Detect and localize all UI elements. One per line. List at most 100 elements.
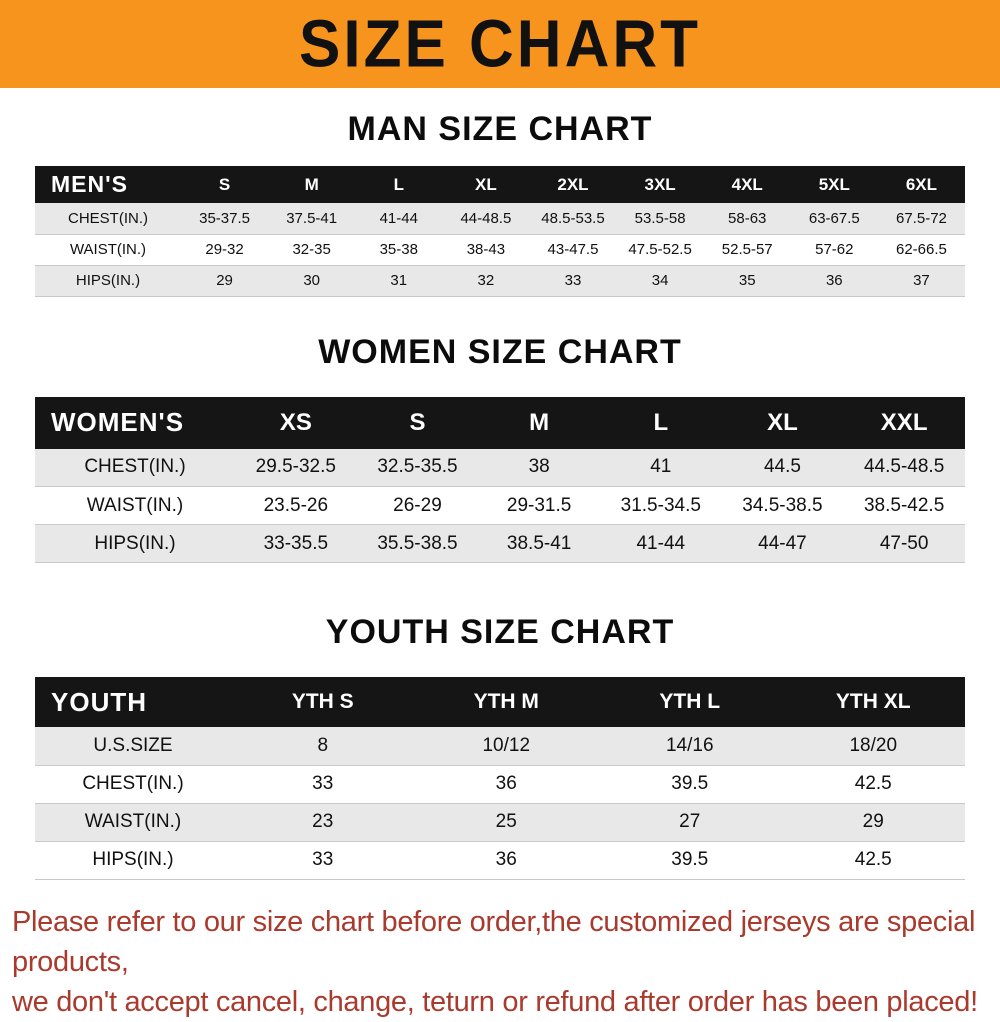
size-value-cell: 31 (390, 272, 408, 289)
size-value-cell: 36 (495, 773, 517, 794)
size-value-cell: 38.5-42.5 (863, 494, 945, 516)
size-value-cell: 58-63 (728, 209, 767, 227)
size-value-cell: 29 (862, 811, 884, 832)
men-size-table: MEN'S S M L XL 2XL 3XL 4XL 5XL 6XL CHEST(IN.) 35-37… (35, 166, 965, 297)
banner: SIZE CHART (0, 0, 1000, 88)
size-value-cell: 34 (651, 272, 669, 289)
table-row: WAIST(IN.) 23 25 27 29 (35, 803, 965, 841)
size-value-cell: 39.5 (671, 849, 709, 870)
size-value-cell: 18/20 (849, 734, 898, 756)
table-row: CHEST(IN.) 33 36 39.5 42.5 (35, 765, 965, 803)
size-column-header: S (356, 396, 479, 449)
size-column-header: L (599, 396, 722, 449)
size-column-header: 3XL (616, 166, 704, 203)
size-value-cell: 33 (312, 773, 334, 794)
size-value-cell: 35-37.5 (199, 209, 250, 227)
size-value-cell: 38 (528, 456, 550, 478)
size-value-cell: 29-32 (205, 241, 244, 258)
row-label: CHEST(IN.) (68, 209, 148, 227)
size-value-cell: 38-43 (466, 241, 506, 258)
size-column-header: 4XL (703, 166, 791, 203)
size-value-cell: 32.5-35.5 (377, 456, 458, 478)
size-value-cell: 44-47 (758, 532, 807, 554)
size-value-cell: 36 (495, 849, 517, 870)
size-value-cell: 32 (477, 272, 495, 289)
footer-note: Please refer to our size chart before or… (0, 902, 1000, 1022)
size-value-cell: 47.5-52.5 (628, 241, 692, 258)
table-header-row: YOUTH YTH S YTH M YTH L YTH XL (35, 677, 965, 727)
size-value-cell: 35 (738, 272, 756, 289)
size-value-cell: 35.5-38.5 (377, 532, 458, 554)
row-label: WAIST(IN.) (69, 241, 147, 258)
size-value-cell: 37 (913, 272, 930, 289)
size-value-cell: 41-44 (636, 532, 686, 554)
table-title-cell: YOUTH (35, 677, 231, 727)
size-value-cell: 8 (317, 734, 329, 756)
row-label: HIPS(IN.) (94, 532, 176, 554)
size-value-cell: 37.5-41 (286, 209, 338, 227)
table-title-cell: WOMEN'S (35, 396, 235, 449)
row-label: U.S.SIZE (93, 734, 173, 756)
size-value-cell: 14/16 (665, 734, 714, 756)
size-column-header: M (268, 166, 356, 203)
size-value-cell: 34.5-38.5 (742, 494, 823, 516)
size-value-cell: 42.5 (854, 849, 892, 870)
size-column-header: YTH L (598, 677, 782, 727)
size-value-cell: 52.5-57 (721, 241, 773, 258)
size-value-cell: 33-35.5 (263, 532, 329, 554)
size-value-cell: 33 (564, 272, 582, 289)
size-value-cell: 48.5-53.5 (541, 209, 605, 227)
size-value-cell: 67.5-72 (896, 209, 947, 227)
table-row: HIPS(IN.) 33 36 39.5 42.5 (35, 841, 965, 879)
size-value-cell: 44.5 (763, 456, 801, 478)
size-value-cell: 26-29 (393, 494, 442, 516)
women-section: WOMEN SIZE CHART WOMEN'S XS S M L XL XXL CHEST(… (0, 333, 1000, 564)
size-column-header: XS (235, 396, 357, 449)
size-column-header: YTH M (414, 677, 598, 727)
size-value-cell: 57-62 (815, 241, 854, 258)
size-column-header: 2XL (529, 166, 617, 203)
table-row: CHEST(IN.) 29.5-32.5 32.5-35.5 38 41 44.5 44.5… (35, 448, 965, 487)
row-label: CHEST(IN.) (84, 456, 186, 478)
size-value-cell: 53.5-58 (634, 209, 686, 227)
size-column-header: XL (721, 396, 844, 449)
table-header-row: MEN'S S M L XL 2XL 3XL 4XL 5XL 6XL (35, 166, 965, 203)
table-header-row: WOMEN'S XS S M L XL XXL (35, 396, 965, 449)
size-value-cell: 39.5 (671, 773, 709, 794)
table-row: WAIST(IN.) 29-32 32-35 35-38 38-43 43-47.5 47.… (35, 234, 965, 265)
size-value-cell: 31.5-34.5 (620, 494, 701, 516)
note-line-1: Please refer to our size chart before or… (12, 905, 976, 978)
size-column-header: XL (442, 166, 530, 203)
size-value-cell: 29 (216, 272, 233, 289)
size-value-cell: 32-35 (292, 241, 331, 258)
size-value-cell: 29.5-32.5 (255, 456, 336, 478)
page-title: SIZE CHART (299, 6, 701, 82)
size-value-cell: 35-38 (379, 241, 418, 258)
size-value-cell: 36 (825, 272, 843, 289)
row-label: WAIST(IN.) (84, 811, 182, 832)
women-size-table: WOMEN'S XS S M L XL XXL CHEST(IN.) 29.5-32.5 32.5… (35, 396, 965, 564)
table-row: U.S.SIZE 8 10/12 14/16 18/20 (35, 727, 965, 765)
size-column-header: M (478, 396, 600, 449)
size-value-cell: 42.5 (854, 773, 892, 794)
size-value-cell: 41 (650, 456, 672, 478)
youth-size-table: YOUTH YTH S YTH M YTH L YTH XL U.S.SIZE 8 10/12… (35, 677, 965, 880)
size-value-cell: 62-66.5 (896, 241, 947, 258)
size-value-cell: 23 (312, 811, 334, 832)
size-value-cell: 44-48.5 (460, 209, 512, 227)
size-value-cell: 30 (303, 272, 320, 289)
size-column-header: 6XL (877, 166, 965, 203)
size-value-cell: 33 (312, 849, 334, 870)
youth-section: YOUTH SIZE CHART YOUTH YTH S YTH M YTH L YTH… (0, 613, 1000, 880)
size-value-cell: 38.5-41 (506, 532, 572, 554)
size-column-header: YTH S (231, 677, 415, 727)
note-line-2: we don't accept cancel, change, teturn o… (12, 985, 978, 1018)
row-label: HIPS(IN.) (75, 272, 141, 289)
size-column-header: YTH XL (781, 677, 965, 727)
size-value-cell: 23.5-26 (263, 494, 329, 516)
size-value-cell: 43-47.5 (547, 241, 599, 258)
size-value-cell: 25 (495, 811, 517, 832)
table-row: HIPS(IN.) 29 30 31 32 33 34 35 36 37 (35, 265, 965, 296)
row-label: CHEST(IN.) (82, 773, 184, 794)
